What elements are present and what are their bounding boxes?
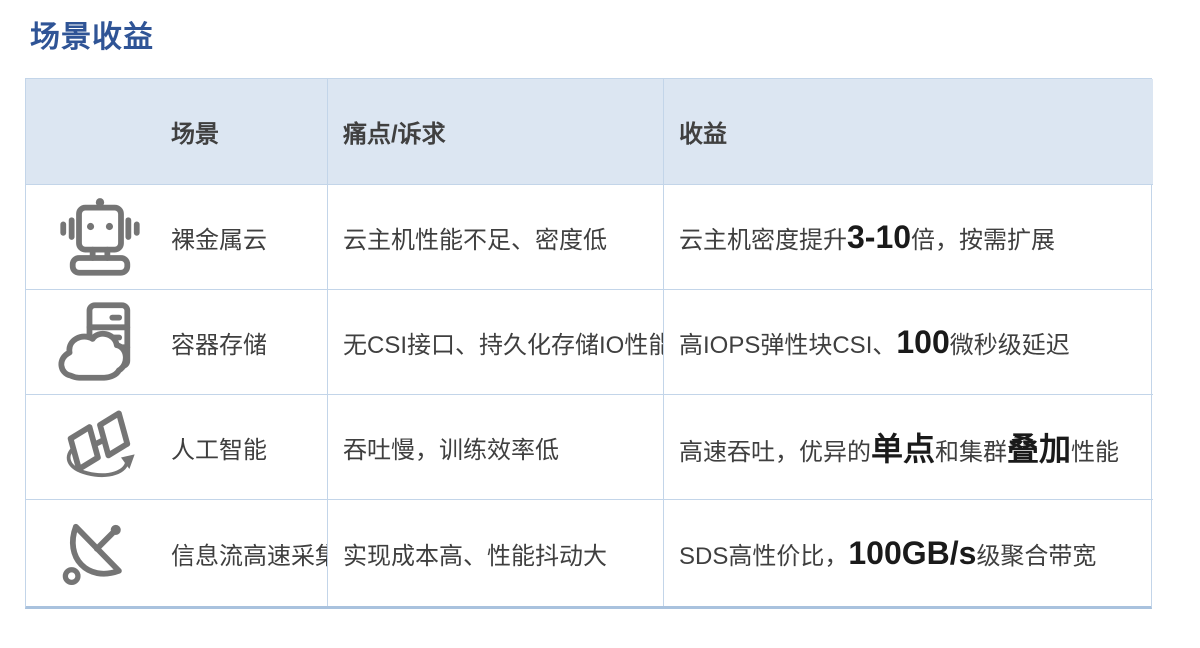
benefit-text: 云主机密度提升3-10倍，按需扩展 xyxy=(679,218,1056,255)
table-row-pain-cell: 实现成本高、性能抖动大 xyxy=(328,500,664,606)
table-row-pain-cell: 云主机性能不足、密度低 xyxy=(328,185,664,290)
pain-text: 吞吐慢，训练效率低 xyxy=(343,436,559,464)
scenario-label: 信息流高速采集 xyxy=(171,542,328,570)
header-label: 收益 xyxy=(679,121,727,148)
header-label: 痛点/诉求 xyxy=(343,121,446,148)
header-cell-scenario: 场景 xyxy=(26,79,328,185)
scenario-label: 容器存储 xyxy=(171,331,267,359)
satellite-dish-icon xyxy=(58,508,171,598)
table-row-pain-cell: 无CSI接口、持久化存储IO性能低 xyxy=(328,290,664,395)
header-label: 场景 xyxy=(171,121,219,148)
benefit-text: 高IOPS弹性块CSI、100微秒级延迟 xyxy=(679,323,1070,360)
pain-text: 无CSI接口、持久化存储IO性能低 xyxy=(343,331,664,359)
scenario-label: 裸金属云 xyxy=(171,226,267,254)
benefit-text: 高速吞吐，优异的单点和集群叠加性能 xyxy=(679,431,1120,467)
table-row-benefit-cell: 高IOPS弹性块CSI、100微秒级延迟 xyxy=(664,290,1153,395)
table-row-scenario-cell: 裸金属云 xyxy=(26,185,328,290)
ai-sync-icon xyxy=(58,402,171,492)
table-row-pain-cell: 吞吐慢，训练效率低 xyxy=(328,395,664,500)
table-row-scenario-cell: 人工智能 xyxy=(26,395,328,500)
table-row-scenario-cell: 信息流高速采集 xyxy=(26,500,328,606)
benefit-text: SDS高性价比，100GB/s级聚合带宽 xyxy=(679,534,1097,571)
header-cell-benefit: 收益 xyxy=(664,79,1153,185)
benefits-table: 场景 痛点/诉求 收益 xyxy=(25,78,1153,609)
pain-text: 云主机性能不足、密度低 xyxy=(343,226,607,254)
header-cell-pain: 痛点/诉求 xyxy=(328,79,664,185)
cloud-server-icon xyxy=(58,297,171,387)
table-row-scenario-cell: 容器存储 xyxy=(26,290,328,395)
robot-icon xyxy=(58,192,171,282)
table-row-benefit-cell: SDS高性价比，100GB/s级聚合带宽 xyxy=(664,500,1153,606)
page-title: 场景收益 xyxy=(30,21,154,54)
pain-text: 实现成本高、性能抖动大 xyxy=(343,542,607,570)
table-row-benefit-cell: 高速吞吐，优异的单点和集群叠加性能 xyxy=(664,395,1153,500)
table-row-benefit-cell: 云主机密度提升3-10倍，按需扩展 xyxy=(664,185,1153,290)
scenario-label: 人工智能 xyxy=(171,436,267,464)
